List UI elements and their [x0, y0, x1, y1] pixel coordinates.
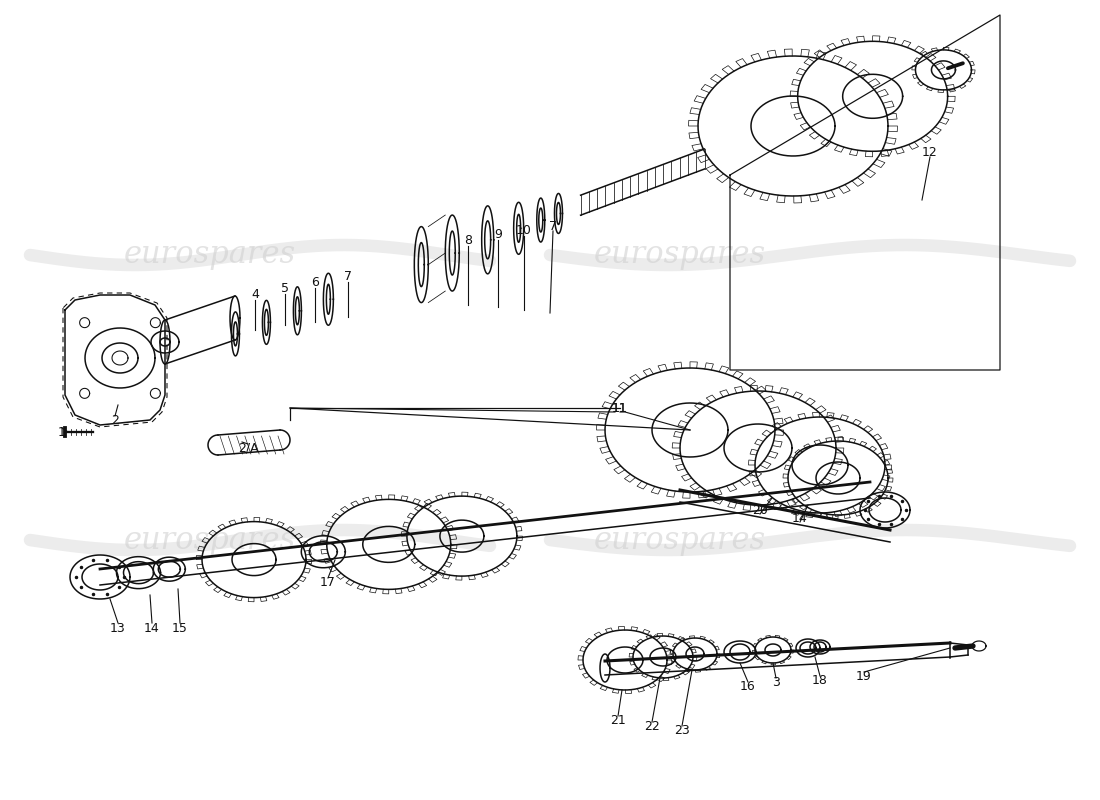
Text: 1: 1 [58, 426, 66, 438]
Text: 4: 4 [251, 289, 258, 302]
Text: eurospares: eurospares [594, 525, 766, 555]
Text: 5: 5 [280, 282, 289, 295]
Text: 22: 22 [645, 719, 660, 733]
Text: 7: 7 [549, 219, 557, 233]
Text: 2/A: 2/A [238, 442, 258, 454]
Text: 20: 20 [752, 503, 768, 517]
Text: 12: 12 [922, 146, 938, 158]
Text: 14: 14 [792, 511, 807, 525]
Text: 3: 3 [772, 675, 780, 689]
Text: 19: 19 [856, 670, 872, 682]
Text: 18: 18 [812, 674, 828, 686]
Text: 11: 11 [612, 402, 628, 414]
Text: 17: 17 [320, 575, 336, 589]
Text: 11: 11 [612, 402, 628, 414]
Text: 16: 16 [740, 679, 756, 693]
Text: 15: 15 [172, 622, 188, 634]
Text: 21: 21 [610, 714, 626, 726]
Text: eurospares: eurospares [124, 239, 296, 270]
Text: 8: 8 [464, 234, 472, 247]
Text: eurospares: eurospares [124, 525, 296, 555]
Text: 9: 9 [494, 229, 502, 242]
Text: eurospares: eurospares [594, 239, 766, 270]
Text: 2: 2 [111, 414, 119, 426]
Text: 23: 23 [674, 723, 690, 737]
Text: 13: 13 [110, 622, 125, 634]
Text: 6: 6 [311, 277, 319, 290]
Text: 10: 10 [516, 225, 532, 238]
Text: 14: 14 [144, 622, 159, 634]
Text: 7: 7 [344, 270, 352, 283]
